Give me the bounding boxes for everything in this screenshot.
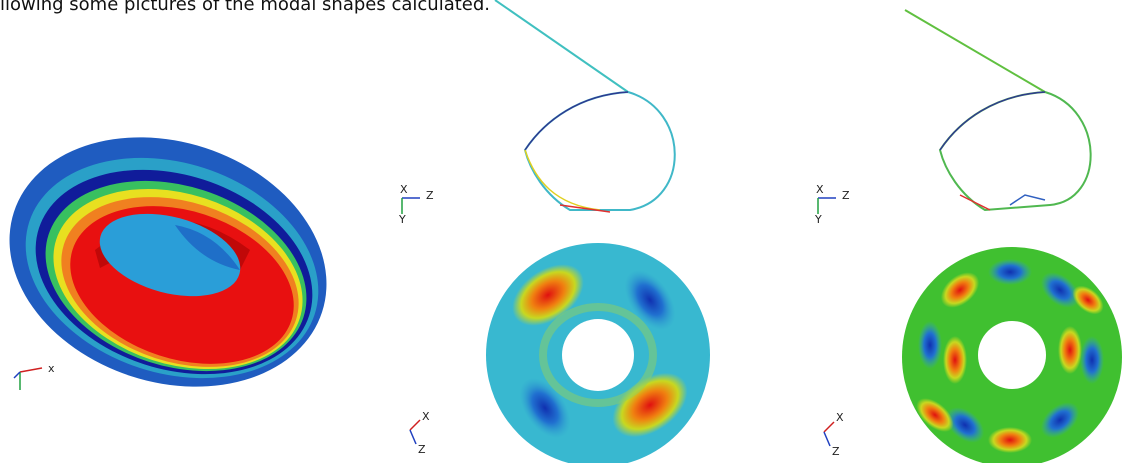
axis-label: X (400, 183, 408, 196)
axis-label: Y (398, 213, 406, 226)
axis-label: Z (426, 189, 434, 202)
torus-figure: x (0, 98, 359, 426)
axis-label: Z (832, 445, 840, 458)
section-figure: X Z Y (814, 10, 1091, 226)
disk-figure: X Z (410, 243, 710, 463)
figures: x X Z Y X Z X Z Y (0, 0, 1123, 463)
axis-label: Y (814, 213, 822, 226)
axis-label: x (48, 362, 55, 375)
section-figure: X Z Y (398, 0, 675, 226)
axis-label: X (836, 411, 844, 424)
axis-label: Z (418, 443, 426, 456)
disk-figure: X Z (824, 247, 1122, 463)
axis-label: Z (842, 189, 850, 202)
page: {"caption": "llowing some pictures of th… (0, 0, 1123, 463)
axis-label: X (422, 410, 430, 423)
axis-label: X (816, 183, 824, 196)
